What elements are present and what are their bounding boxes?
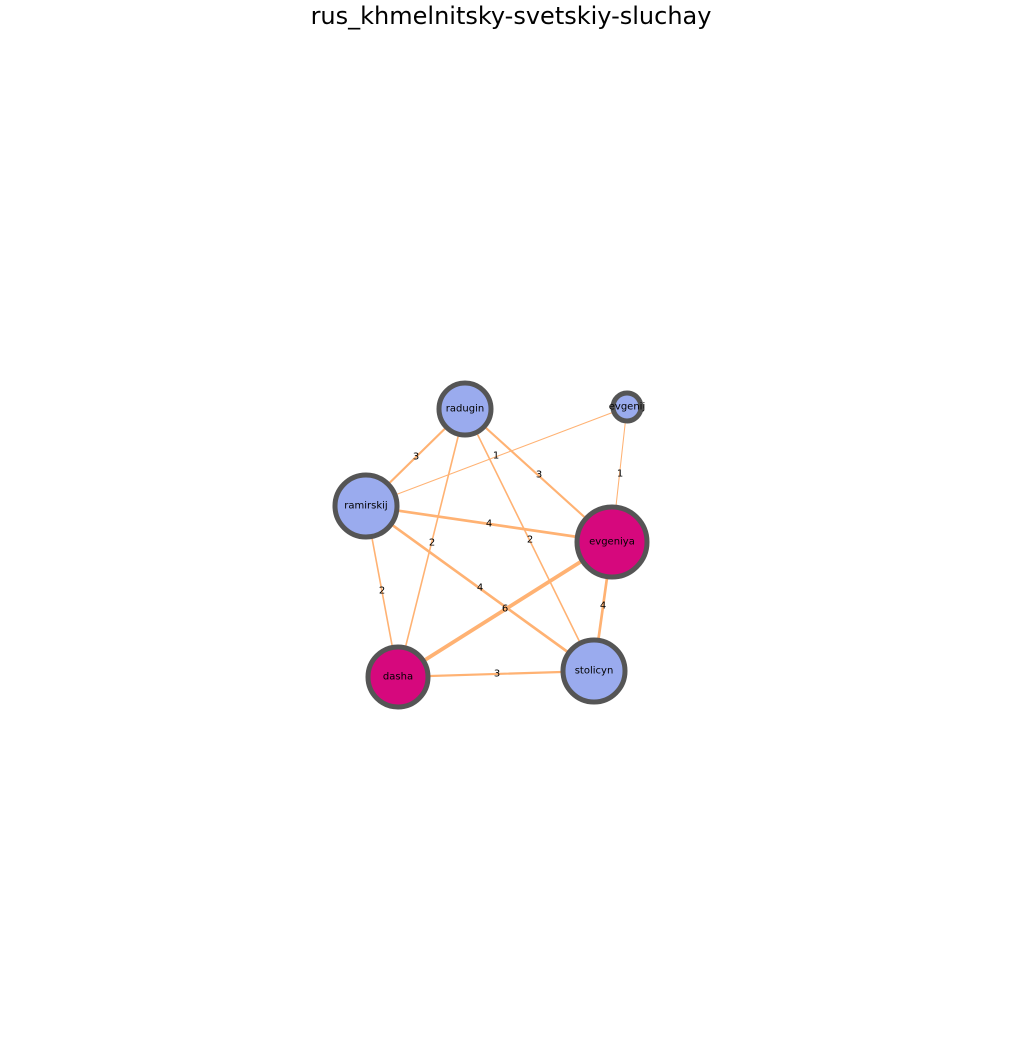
edge-weight-label: 6	[502, 604, 508, 615]
edge-weight-label: 1	[617, 469, 623, 480]
node-label-dasha: dasha	[383, 672, 413, 683]
node-label-radugin: radugin	[446, 404, 484, 415]
edge-weight-label: 2	[429, 538, 435, 549]
node-label-stolicyn: stolicyn	[575, 666, 614, 677]
node-label-evgenij: evgenij	[609, 402, 645, 413]
node-label-ramirskij: ramirskij	[344, 501, 387, 512]
edge-weight-label: 2	[527, 535, 533, 546]
edge-weight-label: 4	[477, 583, 483, 594]
edge-weight-label: 3	[536, 470, 542, 481]
edge-weight-label: 3	[413, 452, 419, 463]
edge-weight-label: 4	[600, 601, 606, 612]
node-label-evgeniya: evgeniya	[589, 537, 635, 548]
edge-weight-label: 3	[494, 669, 500, 680]
edge-weight-label: 4	[486, 519, 492, 530]
edge-weight-label: 2	[379, 586, 385, 597]
edge-weight-label: 1	[493, 451, 499, 462]
